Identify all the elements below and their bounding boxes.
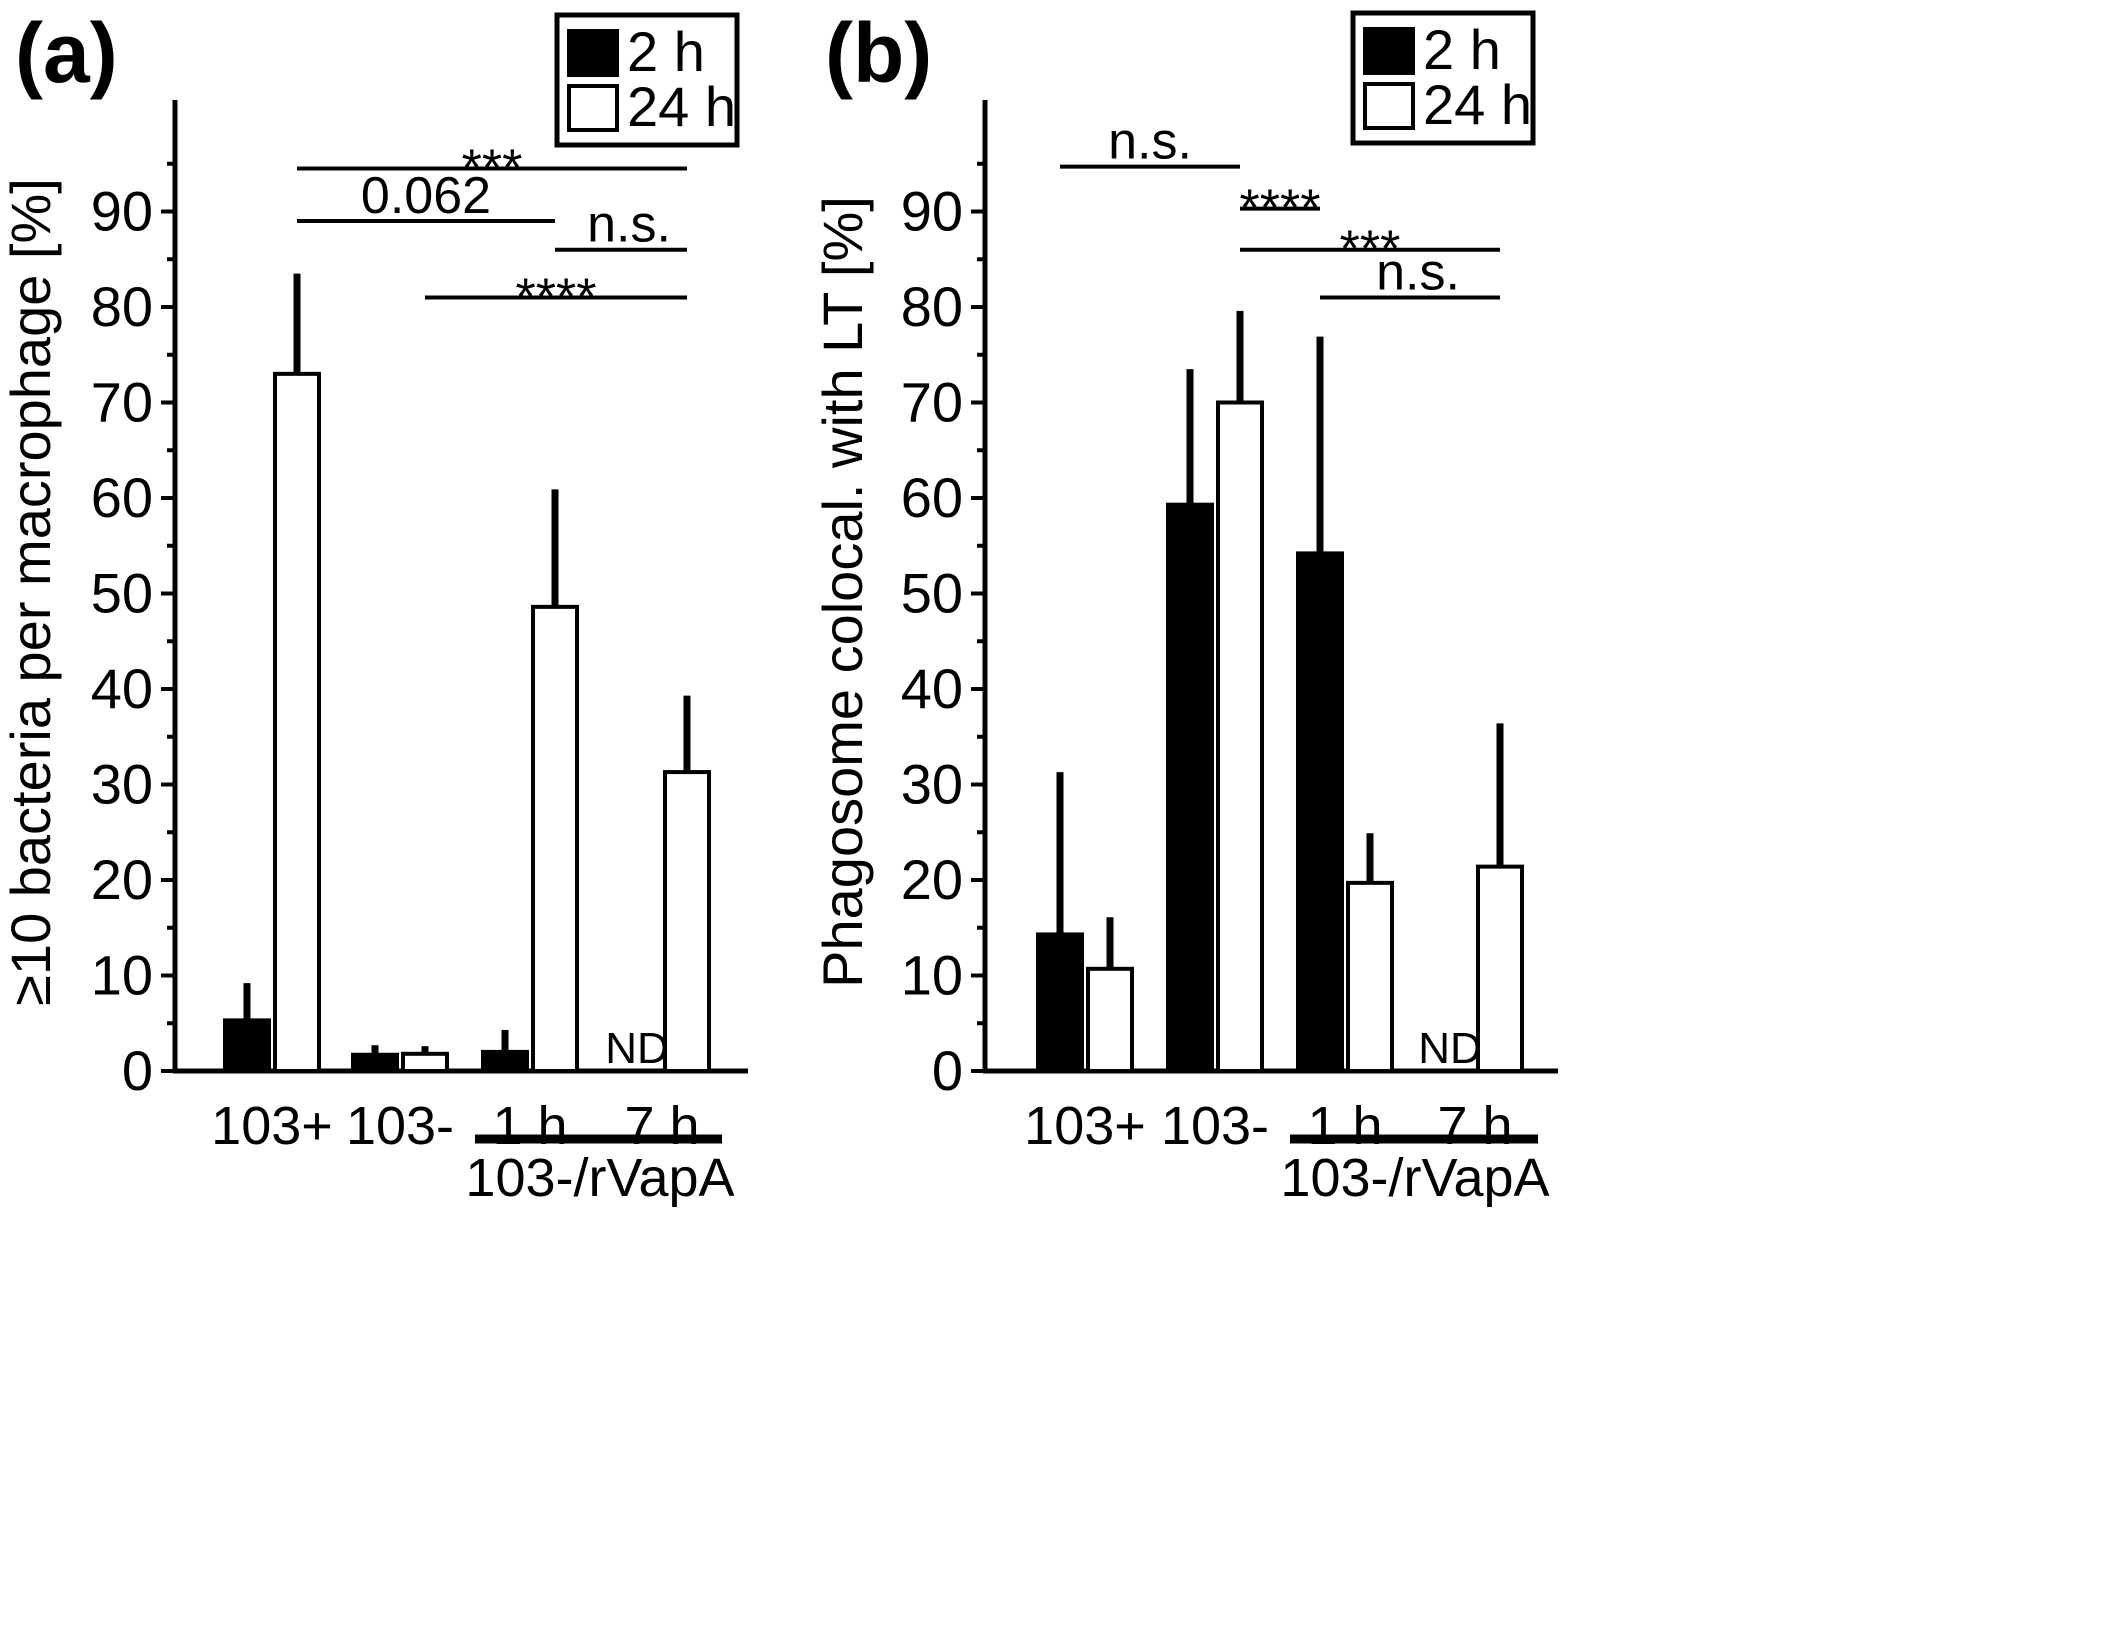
legend-swatch (1363, 82, 1415, 130)
nd-label: ND (1418, 1024, 1482, 1073)
bar (531, 604, 579, 1073)
legend-entry: 2 h (1423, 18, 1501, 81)
y-tick-label: 90 (901, 180, 963, 243)
y-tick-label: 70 (901, 371, 963, 434)
category-label: 1 h (1307, 1096, 1382, 1156)
bar (1216, 400, 1264, 1073)
legend: 2 h24 h (554, 12, 740, 148)
chart-panel-b: (b) Phagosome colocal. with LT [%] 0 10 20 30… (811, 6, 1558, 1208)
y-tick-label: 40 (901, 657, 963, 720)
y-tick-label: 30 (91, 753, 153, 816)
y-axis-title: ≥10 bacteria per macrophage [%] (0, 178, 62, 1006)
y-tick-label: 10 (901, 944, 963, 1007)
nd-label: ND (605, 1024, 669, 1073)
significance-label: n.s. (1376, 243, 1460, 301)
significance-label: *** (462, 140, 523, 198)
category-label: 7 h (624, 1096, 699, 1156)
y-tick-label: 20 (91, 848, 153, 911)
significance-label: *** (1340, 221, 1401, 279)
group-label: 103-/rVapA (1280, 1148, 1549, 1208)
y-tick-label: 60 (91, 466, 153, 529)
y-axis-title: Phagosome colocal. with LT [%] (811, 196, 874, 988)
significance-label: n.s. (587, 196, 671, 254)
significance-label: **** (516, 268, 597, 326)
bar (663, 770, 711, 1074)
bar (1346, 880, 1394, 1073)
y-tick-label: 50 (91, 562, 153, 625)
significance-label: n.s. (1108, 113, 1192, 171)
bar (1036, 932, 1084, 1073)
bar (1476, 864, 1524, 1073)
y-tick-label: 50 (901, 562, 963, 625)
y-tick-label: 10 (91, 944, 153, 1007)
y-tick-label: 40 (91, 657, 153, 720)
bar (1296, 551, 1344, 1073)
y-tick-label: 0 (932, 1039, 963, 1102)
category-label: 103+ (1024, 1096, 1146, 1156)
y-tick-label: 90 (91, 180, 153, 243)
y-tick-label: 80 (901, 275, 963, 338)
legend-entry: 24 h (627, 75, 736, 138)
legend: 2 h24 h (1350, 10, 1536, 146)
legend-entry: 2 h (627, 20, 705, 83)
legend-swatch (567, 84, 619, 132)
bar (481, 1049, 529, 1074)
legend-swatch (1363, 27, 1415, 75)
y-tick-label: 80 (91, 275, 153, 338)
category-label: 103+ (211, 1096, 333, 1156)
bar (401, 1051, 449, 1074)
significance-label: **** (1240, 180, 1321, 238)
bar (1166, 502, 1214, 1073)
category-label: 103- (1161, 1096, 1269, 1156)
panel-label: (b) (825, 6, 932, 100)
y-tick-label: 60 (901, 466, 963, 529)
chart-panel-a: (a) ≥10 bacteria per macrophage [%] 0 10 20 3… (0, 6, 748, 1208)
y-tick-label: 30 (901, 753, 963, 816)
bar (351, 1052, 399, 1074)
group-label: 103-/rVapA (465, 1148, 734, 1208)
y-tick-label: 20 (901, 848, 963, 911)
legend-entry: 24 h (1423, 73, 1532, 136)
bar (223, 1018, 271, 1074)
category-label: 103- (346, 1096, 454, 1156)
significance-label: 0.062 (361, 167, 491, 225)
y-tick-label: 0 (122, 1039, 153, 1102)
panel-label: (a) (15, 6, 118, 100)
bar (1086, 966, 1134, 1073)
category-label: 7 h (1437, 1096, 1512, 1156)
category-label: 1 h (492, 1096, 567, 1156)
y-tick-label: 70 (91, 371, 153, 434)
bar (273, 371, 321, 1074)
legend-swatch (567, 29, 619, 77)
